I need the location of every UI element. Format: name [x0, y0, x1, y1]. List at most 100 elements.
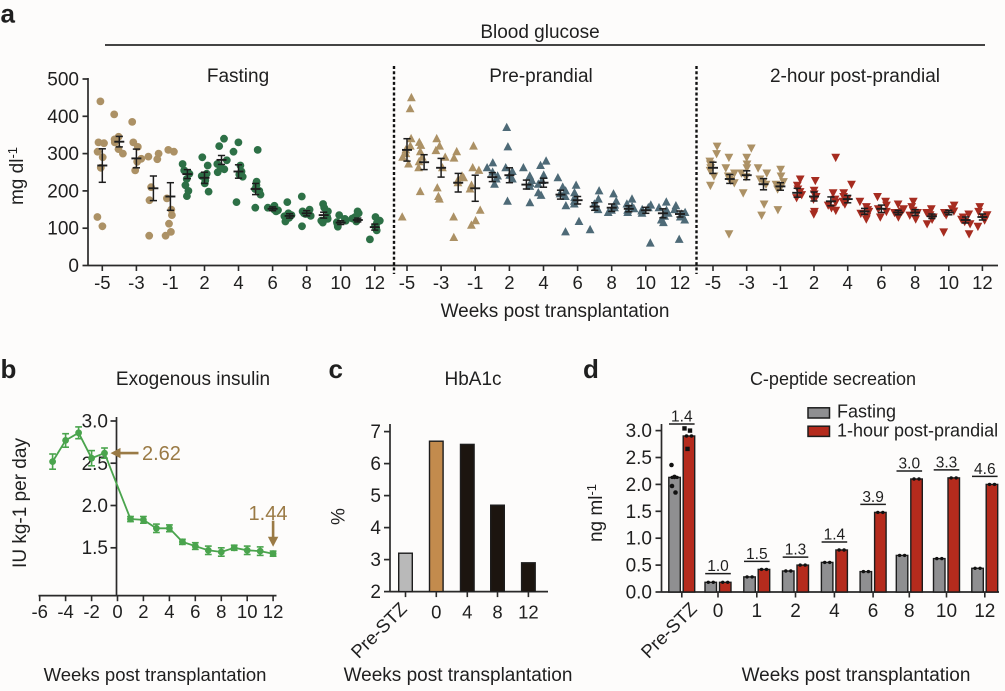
svg-text:Weeks post transplantation: Weeks post transplantation [344, 665, 573, 686]
svg-text:1: 1 [752, 601, 763, 622]
svg-text:12: 12 [263, 601, 284, 622]
svg-text:ng ml-1: ng ml-1 [584, 484, 607, 542]
svg-text:4: 4 [829, 601, 840, 622]
svg-text:3: 3 [370, 550, 381, 571]
svg-text:2.5: 2.5 [82, 454, 108, 475]
svg-text:2: 2 [790, 601, 801, 622]
svg-text:2-hour post-prandial: 2-hour post-prandial [770, 66, 940, 87]
svg-text:Pre-prandial: Pre-prandial [489, 66, 593, 87]
svg-text:1.44: 1.44 [249, 503, 288, 525]
svg-text:8: 8 [904, 601, 915, 622]
svg-text:3.0: 3.0 [82, 412, 108, 433]
svg-text:6: 6 [370, 454, 381, 475]
svg-text:10: 10 [939, 272, 960, 293]
svg-text:200: 200 [47, 181, 79, 202]
svg-text:-3: -3 [433, 272, 449, 293]
svg-text:7: 7 [370, 422, 381, 443]
svg-text:8: 8 [492, 602, 502, 623]
svg-text:1.4: 1.4 [671, 409, 693, 426]
svg-text:4.6: 4.6 [974, 461, 996, 478]
svg-text:c: c [329, 354, 343, 384]
svg-text:HbA1c: HbA1c [444, 369, 501, 390]
svg-text:d: d [583, 354, 599, 384]
svg-text:12: 12 [974, 601, 995, 622]
svg-text:%: % [329, 508, 350, 525]
svg-text:-4: -4 [57, 601, 73, 622]
svg-text:mg dl-1: mg dl-1 [5, 147, 28, 205]
svg-text:400: 400 [47, 107, 79, 128]
svg-text:2: 2 [504, 272, 514, 293]
svg-text:4: 4 [538, 272, 548, 293]
svg-text:Fasting: Fasting [207, 66, 269, 87]
svg-text:6: 6 [876, 272, 886, 293]
svg-text:0.5: 0.5 [626, 556, 652, 577]
svg-text:0.0: 0.0 [626, 583, 652, 604]
svg-text:Fasting: Fasting [837, 402, 896, 422]
svg-text:12: 12 [670, 272, 691, 293]
svg-text:2.5: 2.5 [626, 448, 652, 469]
svg-text:-3: -3 [128, 272, 144, 293]
svg-text:0: 0 [713, 601, 724, 622]
svg-text:IU kg-1 per day: IU kg-1 per day [10, 438, 31, 568]
svg-text:4: 4 [233, 272, 243, 293]
svg-text:6: 6 [267, 272, 277, 293]
svg-text:10: 10 [330, 272, 351, 293]
svg-text:2.0: 2.0 [82, 496, 108, 517]
svg-text:1.0: 1.0 [626, 529, 652, 550]
svg-text:12: 12 [972, 272, 993, 293]
svg-text:4: 4 [843, 272, 853, 293]
svg-text:1.5: 1.5 [82, 538, 108, 559]
svg-text:-1: -1 [467, 272, 483, 293]
svg-text:10: 10 [636, 272, 657, 293]
svg-text:-1: -1 [772, 272, 788, 293]
svg-text:4: 4 [370, 518, 381, 539]
svg-text:8: 8 [302, 272, 312, 293]
svg-text:-5: -5 [705, 272, 721, 293]
svg-text:4: 4 [164, 601, 174, 622]
svg-text:-3: -3 [738, 272, 754, 293]
svg-text:2.62: 2.62 [142, 443, 181, 465]
svg-text:0: 0 [431, 602, 441, 623]
svg-text:10: 10 [237, 601, 258, 622]
svg-text:12: 12 [365, 272, 386, 293]
svg-text:8: 8 [607, 272, 617, 293]
svg-text:0: 0 [112, 601, 122, 622]
svg-text:b: b [1, 354, 17, 384]
svg-text:8: 8 [910, 272, 920, 293]
svg-text:1.5: 1.5 [626, 502, 652, 523]
svg-text:8: 8 [216, 601, 226, 622]
svg-text:12: 12 [518, 602, 539, 623]
svg-text:Exogenous insulin: Exogenous insulin [116, 369, 270, 390]
svg-text:a: a [1, 0, 16, 29]
svg-text:-1: -1 [162, 272, 178, 293]
svg-text:3.0: 3.0 [626, 421, 652, 442]
svg-text:-6: -6 [31, 601, 47, 622]
svg-text:3.9: 3.9 [862, 489, 884, 506]
svg-text:1.4: 1.4 [824, 527, 846, 544]
svg-text:2.0: 2.0 [626, 475, 652, 496]
svg-text:2: 2 [809, 272, 819, 293]
svg-text:6: 6 [190, 601, 200, 622]
svg-text:-5: -5 [399, 272, 415, 293]
svg-text:2: 2 [370, 582, 381, 603]
svg-text:3.0: 3.0 [899, 456, 921, 473]
svg-text:3.3: 3.3 [936, 454, 958, 471]
svg-text:6: 6 [868, 601, 879, 622]
svg-text:300: 300 [47, 144, 79, 165]
svg-text:6: 6 [572, 272, 582, 293]
svg-text:5: 5 [370, 486, 381, 507]
svg-text:1-hour post-prandial: 1-hour post-prandial [837, 421, 998, 441]
svg-text:Weeks post transplantation: Weeks post transplantation [742, 665, 971, 686]
svg-text:0: 0 [68, 256, 79, 277]
svg-text:-5: -5 [94, 272, 110, 293]
svg-text:1.3: 1.3 [785, 542, 807, 559]
svg-text:Weeks post transplantation: Weeks post transplantation [441, 301, 670, 322]
svg-text:1.5: 1.5 [746, 546, 768, 563]
svg-text:-2: -2 [83, 601, 99, 622]
svg-text:100: 100 [47, 219, 79, 240]
svg-text:2: 2 [138, 601, 148, 622]
svg-text:2: 2 [199, 272, 209, 293]
svg-text:10: 10 [936, 601, 957, 622]
svg-text:1.0: 1.0 [707, 558, 729, 575]
svg-text:500: 500 [47, 70, 79, 91]
